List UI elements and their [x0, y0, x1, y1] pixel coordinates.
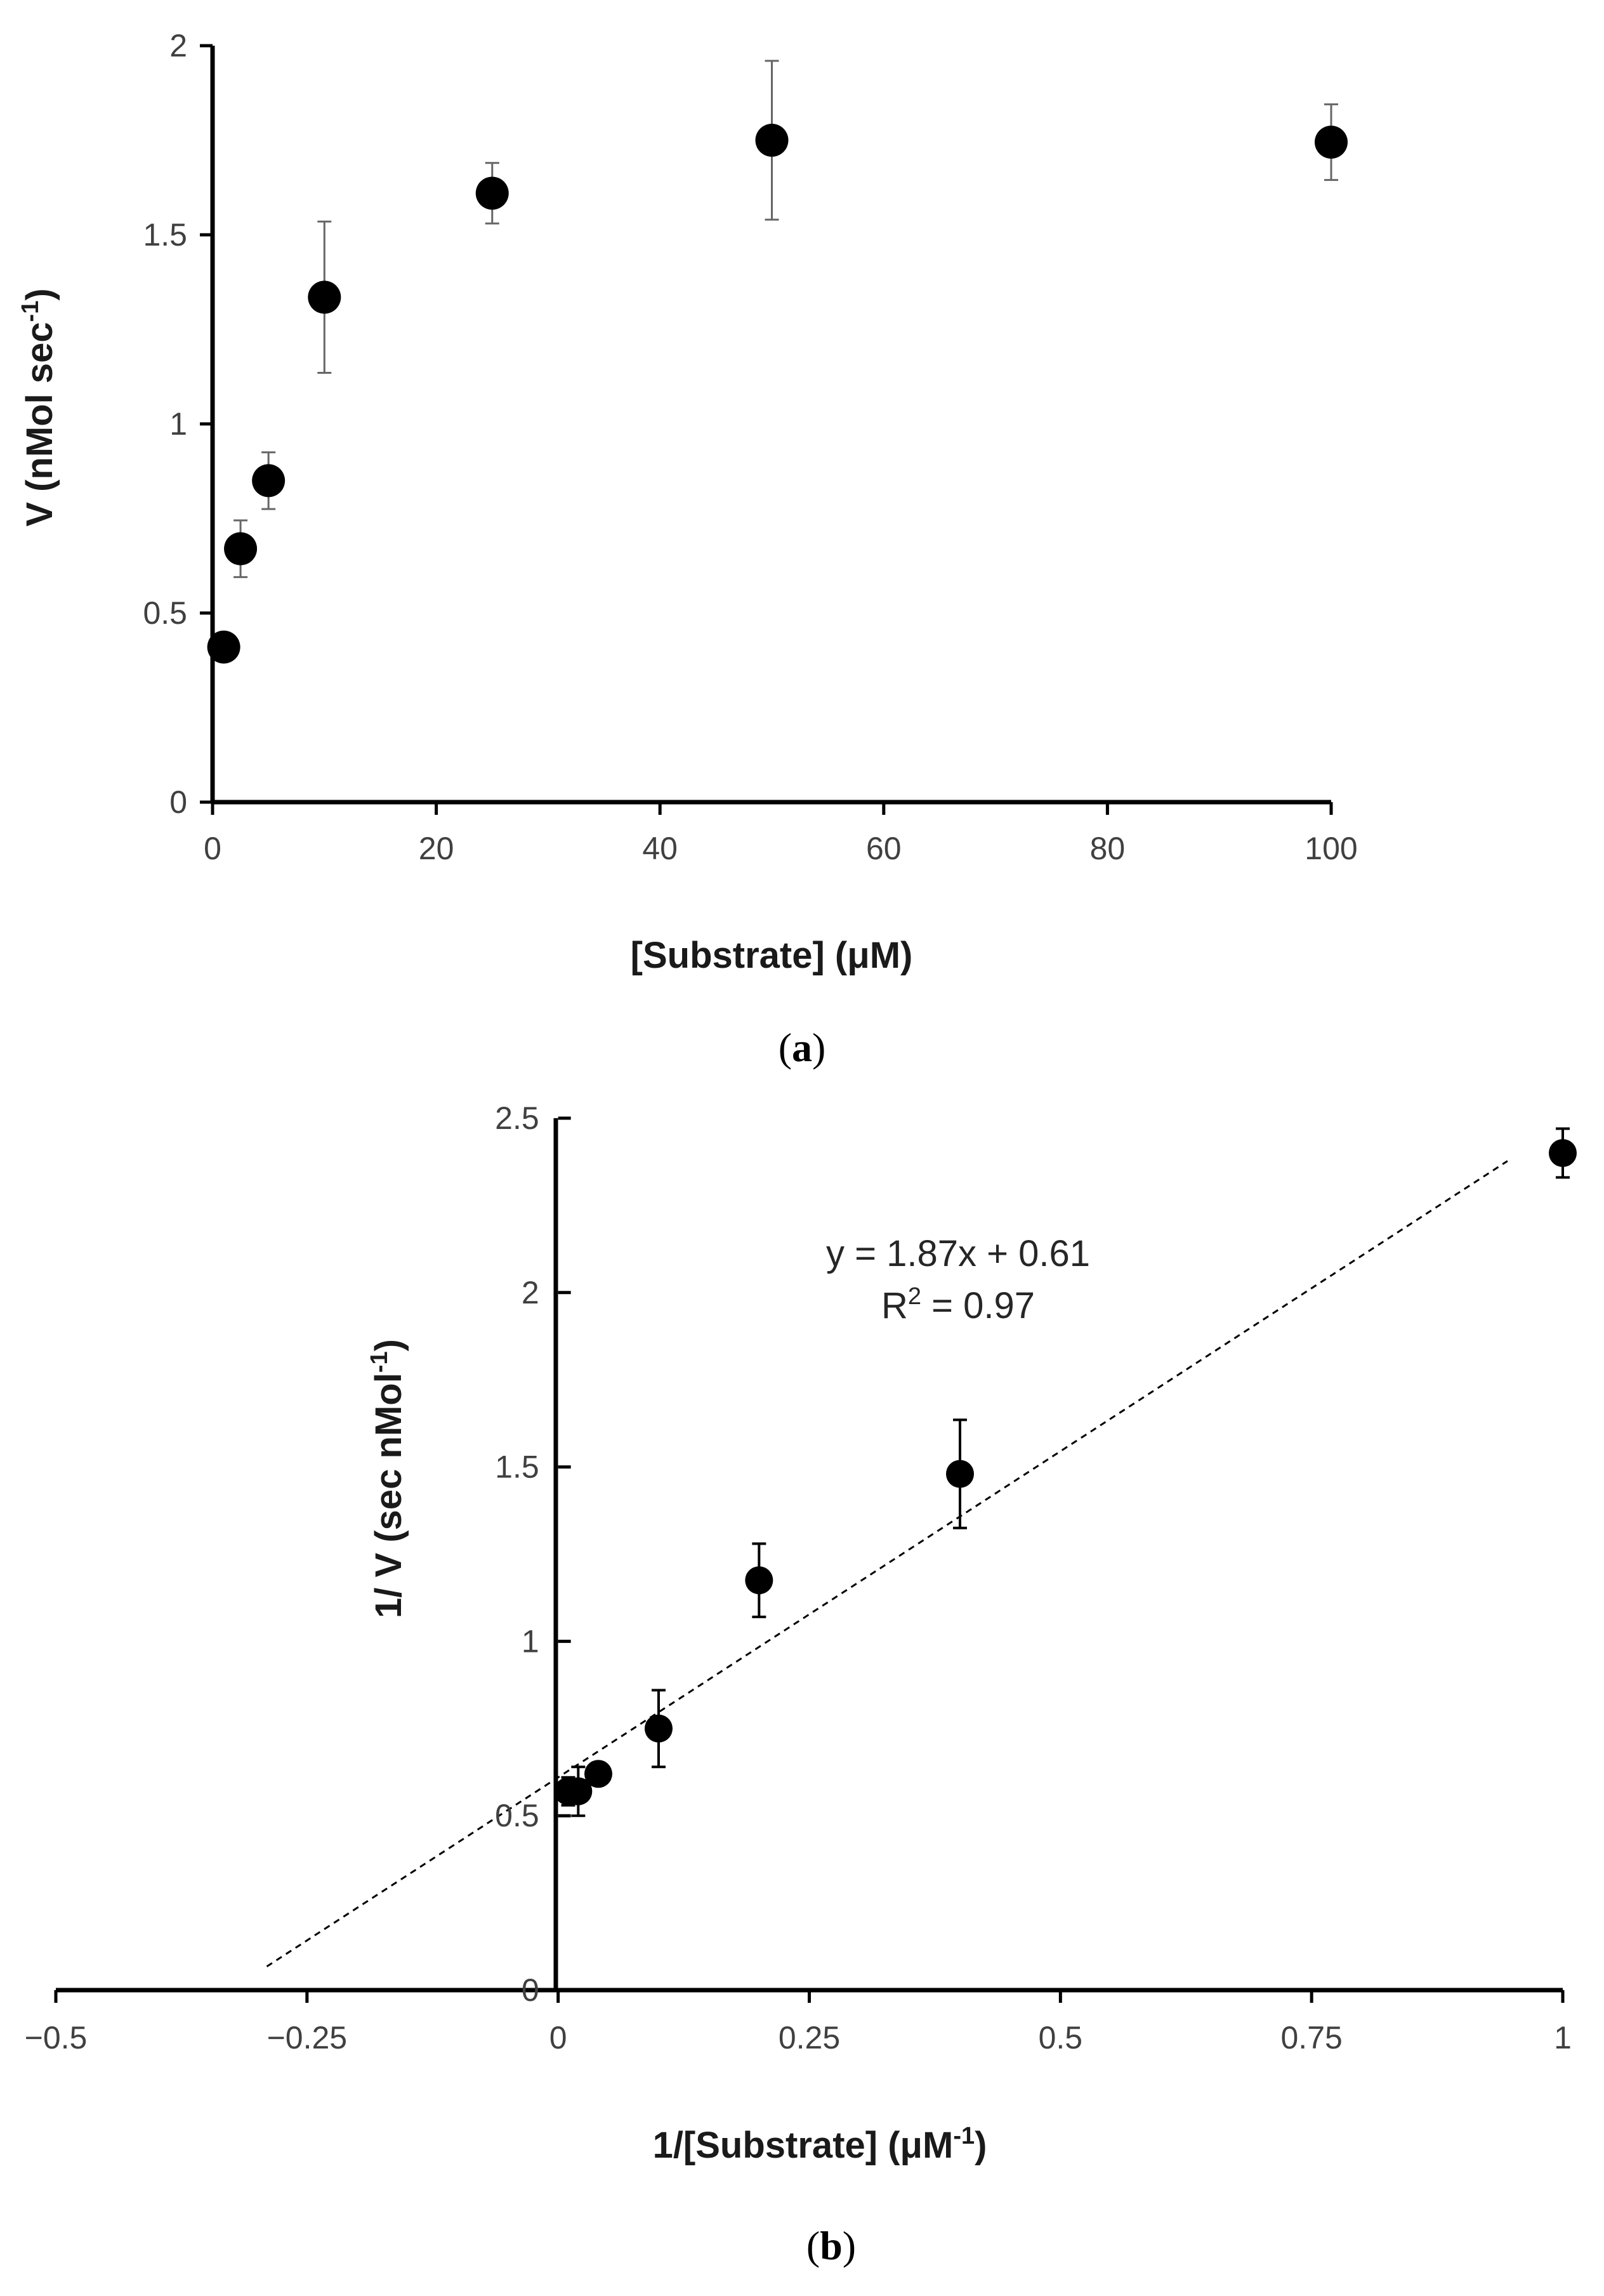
chart-a-data-point: [224, 532, 258, 565]
chart-b-r-squared: R2 = 0.97: [881, 1283, 1035, 1326]
chart-b-x-tick-label: 1: [1554, 2020, 1572, 2055]
chart-a-data-point: [207, 630, 240, 664]
chart-b-data-point: [946, 1460, 974, 1488]
chart-b-y-tick-label: 2: [522, 1275, 539, 1310]
chart-a-y-tick-label: 1: [169, 406, 187, 442]
chart-a-y-axis-title: V (nMol sec-1): [17, 288, 60, 526]
chart-b-x-tick-label: −0.5: [25, 2020, 88, 2055]
chart-a-data-point: [755, 124, 789, 157]
chart-a-x-ticks: 0 20 40 60 80 100: [204, 802, 1358, 866]
chart-b: 0 0.5 1 1.5 2 2.5 −0.5 −0.25 0 0.25 0.5 0.75 1 y = …: [25, 1100, 1577, 2268]
chart-b-error-bars: [561, 1127, 1570, 1818]
chart-a-x-tick-label: 0: [204, 831, 221, 866]
chart-a-data-point: [252, 464, 286, 498]
chart-b-data-point: [745, 1566, 773, 1595]
chart-b-data-point: [645, 1714, 673, 1743]
chart-b-x-ticks: −0.5 −0.25 0 0.25 0.5 0.75 1: [25, 1990, 1572, 2055]
chart-b-trendline: [266, 1160, 1508, 1968]
chart-a-x-tick-label: 20: [419, 831, 454, 866]
chart-b-data-point: [584, 1760, 612, 1788]
chart-a-y-tick-label: 2: [169, 28, 187, 63]
chart-a-x-tick-label: 60: [866, 831, 902, 866]
chart-a-data-point: [308, 280, 341, 314]
chart-a-y-tick-label: 0: [169, 784, 187, 820]
chart-b-x-tick-label: −0.25: [267, 2020, 348, 2055]
chart-b-equation: y = 1.87x + 0.61: [826, 1233, 1090, 1274]
chart-a-y-tick-label: 0.5: [143, 595, 187, 631]
chart-a-points: [207, 124, 1348, 664]
chart-b-y-tick-label: 1: [522, 1623, 539, 1659]
chart-b-data-point: [1549, 1138, 1577, 1167]
chart-a-y-tick-label: 1.5: [143, 217, 187, 253]
chart-a-data-point: [475, 176, 509, 210]
chart-b-y-tick-label: 1.5: [495, 1449, 539, 1485]
chart-b-y-tick-label: 2.5: [495, 1100, 539, 1136]
chart-a-x-axis-title: [Substrate] (μM): [631, 935, 913, 976]
chart-b-x-axis-title: 1/[Substrate] (μM-1): [653, 2123, 987, 2166]
chart-b-y-tick-label: 0.5: [495, 1798, 539, 1833]
chart-a-y-ticks: 0 0.5 1 1.5 2: [143, 28, 213, 820]
chart-b-y-tick-label: 0: [522, 1972, 539, 2008]
chart-a-x-tick-label: 100: [1305, 831, 1357, 866]
chart-a-x-tick-label: 80: [1090, 831, 1126, 866]
panel-label-b: (b): [806, 2223, 856, 2268]
chart-a-x-tick-label: 40: [642, 831, 678, 866]
chart-a: 00.511.52 0 20 40 60 80 100 [Substrate] (μM) …: [17, 28, 1358, 1070]
chart-b-data-point: [564, 1777, 593, 1805]
chart-b-x-tick-label: 0: [549, 2020, 567, 2055]
panel-label-a: (a): [779, 1025, 826, 1070]
chart-b-x-tick-label: 0.75: [1281, 2020, 1343, 2055]
chart-b-y-ticks: 0 0.5 1 1.5 2 2.5: [495, 1100, 571, 2008]
chart-b-points: [554, 1138, 1577, 1805]
chart-a-data-point: [1315, 125, 1348, 159]
chart-b-x-tick-label: 0.5: [1039, 2020, 1083, 2055]
chart-b-y-axis-title: 1/ V (sec nMol-1): [366, 1339, 409, 1618]
chart-b-x-tick-label: 0.25: [779, 2020, 840, 2055]
